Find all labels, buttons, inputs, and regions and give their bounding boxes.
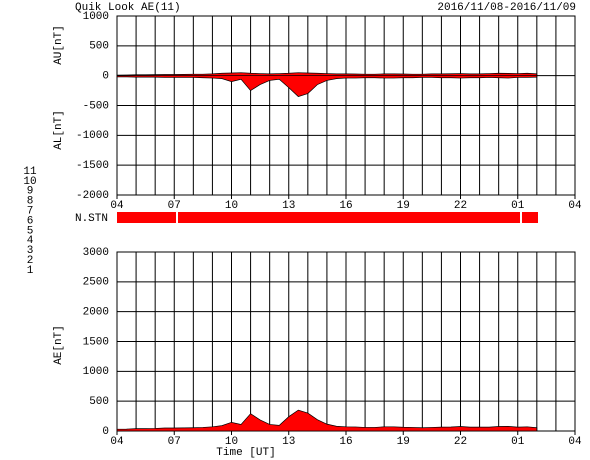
- y-tick-label: -500: [83, 100, 109, 112]
- y-tick-label: 1000: [83, 11, 109, 23]
- y-axis-label: AL[nT]: [53, 110, 65, 150]
- x-tick-label: 22: [454, 200, 467, 212]
- x-tick-label: 07: [168, 436, 181, 448]
- y-tick-label: -1000: [76, 130, 109, 142]
- area: [116, 409, 538, 432]
- y-tick-label: 0: [102, 426, 109, 438]
- area: [116, 72, 538, 77]
- x-tick-label: 13: [282, 436, 295, 448]
- x-tick-label: 01: [511, 436, 525, 448]
- x-tick-label: 04: [110, 436, 124, 448]
- x-tick-label: 16: [339, 200, 352, 212]
- x-tick-label: 10: [225, 200, 238, 212]
- y-tick-label: 1500: [83, 336, 109, 348]
- y-tick-label: -2000: [76, 190, 109, 202]
- x-tick-label: 07: [168, 200, 181, 212]
- y-tick-label: 2500: [83, 277, 109, 289]
- station-number: 2: [27, 255, 34, 267]
- x-tick-label: 13: [282, 200, 295, 212]
- station-bar-label: N.STN: [75, 213, 108, 225]
- x-tick-label: 22: [454, 436, 467, 448]
- area: [116, 75, 538, 97]
- x-tick-label: 19: [397, 436, 410, 448]
- y-tick-label: 500: [89, 396, 109, 408]
- station-number: 6: [27, 215, 34, 227]
- x-axis-label: Time [UT]: [216, 447, 275, 459]
- y-tick-label: -1500: [76, 160, 109, 172]
- x-tick-label: 01: [511, 200, 525, 212]
- y-axis-label: AU[nT]: [53, 25, 65, 65]
- station-number: 9: [27, 186, 34, 198]
- station-number: 11: [23, 166, 37, 178]
- y-axis-label: AE[nT]: [53, 325, 65, 365]
- station-bar: [117, 212, 538, 223]
- y-tick-label: 3000: [83, 247, 109, 259]
- y-tick-label: 0: [102, 71, 109, 83]
- date-range: 2016/11/08-2016/11/09: [437, 2, 576, 14]
- station-gap: [520, 212, 522, 223]
- station-number: 3: [27, 245, 34, 257]
- station-number: 4: [27, 235, 34, 247]
- x-tick-label: 16: [339, 436, 352, 448]
- station-number: 1: [27, 265, 34, 277]
- station-number: 10: [23, 176, 36, 188]
- title: Quik Look AE(11): [75, 2, 181, 14]
- y-tick-label: 2000: [83, 307, 109, 319]
- station-number: 7: [27, 206, 34, 218]
- x-tick-label: 10: [225, 436, 238, 448]
- station-number: 5: [27, 225, 34, 237]
- x-tick-label: 04: [568, 200, 582, 212]
- y-tick-label: 1000: [83, 366, 109, 378]
- x-tick-label: 04: [110, 200, 124, 212]
- x-tick-label: 19: [397, 200, 410, 212]
- station-gap: [176, 212, 178, 223]
- station-number: 8: [27, 196, 34, 208]
- y-tick-label: 500: [89, 41, 109, 53]
- x-tick-label: 04: [568, 436, 582, 448]
